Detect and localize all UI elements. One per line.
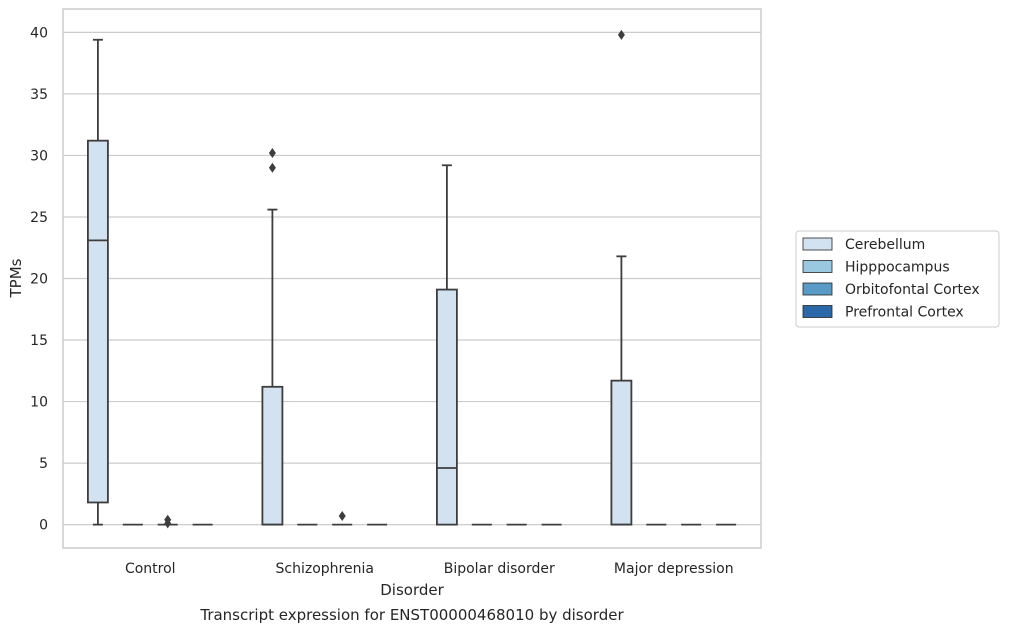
- outlier-point: [268, 162, 276, 173]
- y-tick-label: 10: [30, 395, 48, 411]
- box-group: [261, 147, 284, 526]
- box-marks: [87, 29, 737, 529]
- outlier-point: [268, 147, 276, 158]
- legend-label: Orbitofontal Cortex: [845, 282, 980, 298]
- y-axis-ticks: 0 5 10 15 20 25 30 35 40: [30, 25, 48, 533]
- legend-label: Prefrontal Cortex: [845, 305, 964, 321]
- box-group: [332, 511, 353, 526]
- box-group: [610, 29, 633, 526]
- legend-swatch: [802, 282, 833, 296]
- legend-swatch: [802, 237, 833, 251]
- legend-frame: [795, 230, 1000, 328]
- y-tick-label: 5: [39, 456, 48, 472]
- legend-label: Hipppocampus: [845, 260, 950, 276]
- outlier-point: [617, 29, 625, 40]
- box-group: [87, 38, 109, 526]
- x-axis-label: Disorder: [380, 581, 444, 599]
- x-tick-label: Schizophrenia: [276, 561, 374, 577]
- plot-frame: [62, 8, 762, 549]
- box-body: [261, 385, 284, 526]
- box-body: [87, 139, 109, 504]
- y-tick-label: 25: [30, 210, 48, 226]
- y-tick-label: 15: [30, 333, 48, 349]
- box-body: [435, 288, 458, 526]
- y-tick-label: 35: [30, 87, 48, 103]
- box-group: [157, 514, 178, 529]
- box-group: [435, 164, 458, 526]
- y-tick-label: 40: [30, 25, 48, 41]
- y-tick-label: 20: [30, 272, 48, 288]
- legend-swatch: [802, 305, 833, 318]
- legend-label: Cerebellum: [845, 237, 925, 253]
- y-tick-label: 0: [39, 518, 48, 534]
- box-body: [610, 379, 633, 526]
- chart-caption: Transcript expression for ENST0000046801…: [200, 606, 624, 624]
- x-tick-label: Major depression: [614, 561, 734, 577]
- x-tick-label: Bipolar disorder: [444, 561, 555, 577]
- legend-swatch: [802, 260, 833, 273]
- x-axis-ticks: Control Schizophrenia Bipolar disorder Majo…: [125, 561, 734, 577]
- x-tick-label: Control: [125, 561, 176, 577]
- legend: Cerebellum Hipppocampus Orbitofontal Corte…: [795, 230, 1000, 328]
- y-tick-label: 30: [30, 148, 48, 164]
- outlier-point: [164, 514, 172, 525]
- gridlines: [63, 31, 761, 526]
- y-axis-label: TPMs: [7, 258, 25, 298]
- outlier-point: [338, 511, 346, 522]
